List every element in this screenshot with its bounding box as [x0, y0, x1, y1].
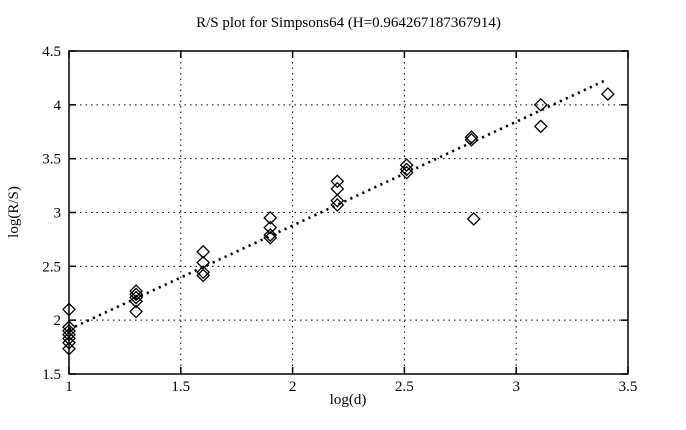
data-point-diamond: [263, 230, 278, 245]
data-point-diamond: [600, 87, 615, 101]
data-point-diamond: [399, 158, 414, 173]
data-point-diamond: [263, 220, 278, 235]
data-point-diamond: [464, 132, 479, 147]
y-tick-label: 1.5: [42, 367, 61, 383]
data-point-diamond: [330, 181, 345, 196]
data-point-diamond: [62, 335, 76, 350]
data-point-diamond: [464, 130, 479, 145]
x-tick-label: 3: [512, 379, 520, 395]
data-point-diamond: [330, 198, 345, 212]
data-point-diamond: [196, 255, 211, 270]
data-point-diamond: [129, 294, 143, 309]
data-point-diamond: [196, 244, 211, 259]
x-axis-label: log(d): [329, 392, 367, 408]
x-tick-label: 2.5: [395, 379, 414, 395]
data-point-diamond: [533, 97, 548, 112]
x-tick-label: 1.5: [171, 379, 190, 395]
data-point-diamond: [263, 210, 278, 225]
chart-title: R/S plot for Simpsons64 (H=0.96426718736…: [196, 15, 501, 31]
data-point-diamond: [129, 304, 143, 319]
data-point-diamond: [330, 174, 345, 189]
data-point-diamond: [129, 284, 143, 299]
data-point-diamond: [196, 268, 211, 283]
y-tick-label: 4.5: [42, 44, 61, 60]
data-point-diamond: [533, 119, 548, 134]
y-tick-label: 3: [54, 206, 62, 222]
y-axis-label: log(R/S): [6, 186, 22, 238]
x-tick-label: 2: [289, 379, 297, 395]
data-point-diamond: [196, 265, 211, 280]
y-tick-label: 3.5: [42, 152, 61, 168]
data-point-diamond: [129, 290, 143, 305]
data-point-diamond: [263, 228, 278, 243]
y-tick-label: 2: [54, 313, 62, 329]
data-point-diamond: [399, 162, 414, 177]
y-tick-label: 4: [54, 98, 62, 114]
data-point-diamond: [466, 212, 481, 226]
trend-line: [68, 79, 607, 331]
data-point-diamond: [330, 193, 345, 208]
data-point-diamond: [62, 302, 76, 317]
data-point-diamond: [62, 327, 76, 342]
data-point-diamond: [62, 341, 76, 356]
x-tick-label: 3.5: [619, 379, 638, 395]
y-tick-label: 2.5: [42, 259, 61, 275]
x-tick-label: 1: [65, 379, 73, 395]
data-point-diamond: [399, 165, 414, 180]
data-point-diamond: [129, 287, 143, 302]
data-point-diamond: [62, 331, 76, 346]
